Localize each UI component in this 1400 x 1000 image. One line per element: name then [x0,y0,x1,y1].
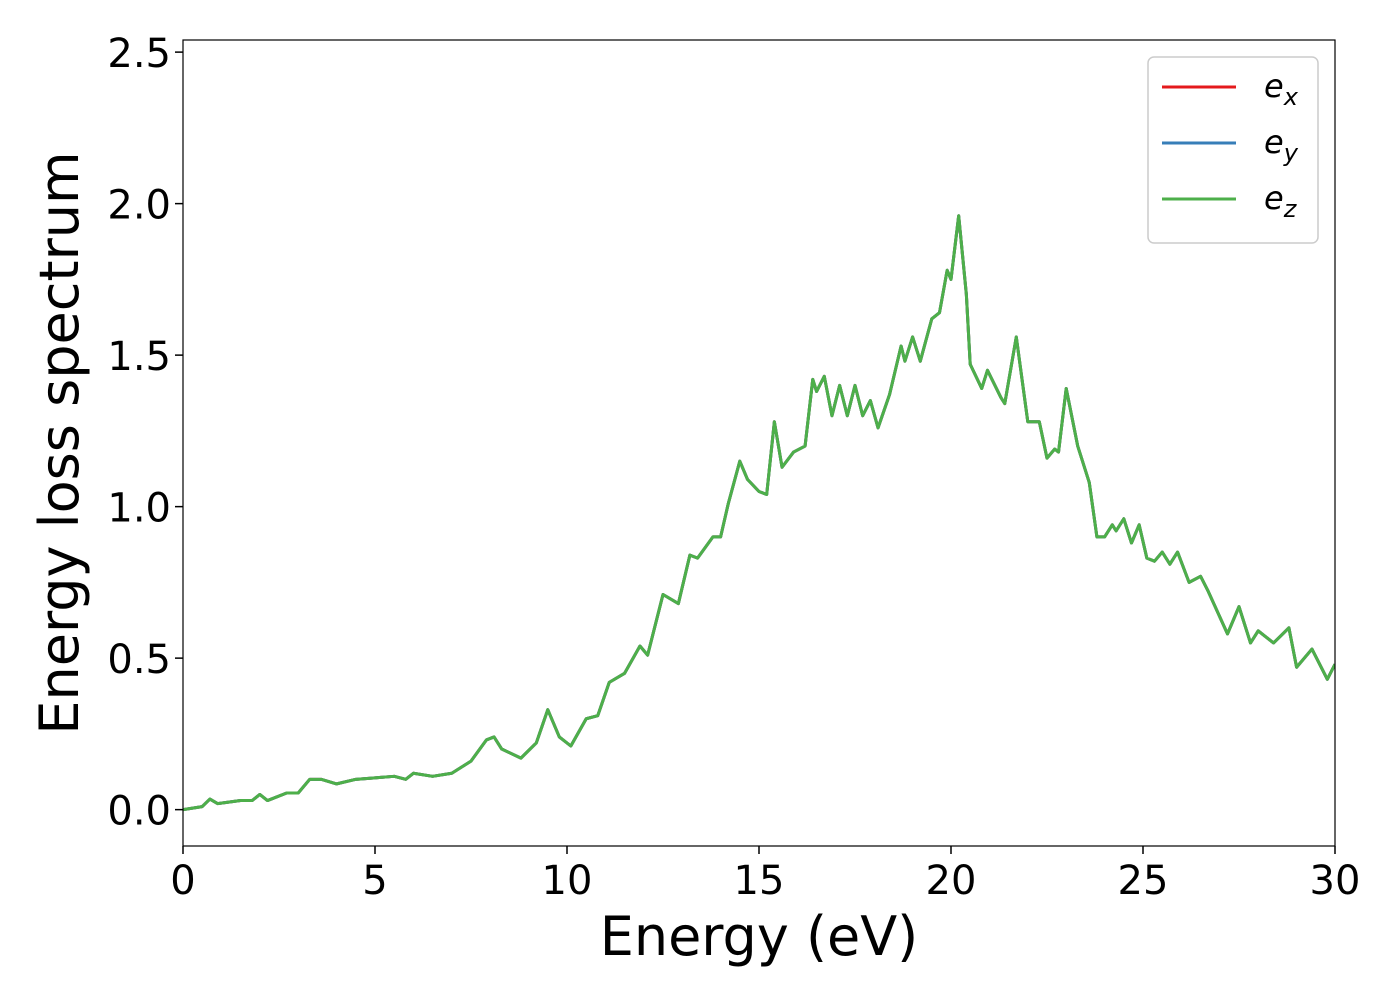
x-tick-label: 25 [1118,858,1169,904]
x-tick-label: 15 [734,858,785,904]
x-tick-label: 10 [542,858,593,904]
y-tick-label: 1.5 [107,334,171,380]
line-series [183,214,1335,812]
y-tick-label: 1.0 [107,486,171,532]
y-tick-label: 0.5 [107,637,171,683]
x-tick-label: 5 [362,858,387,904]
y-axis-label: Energy loss spectrum [28,151,91,734]
line-series [183,214,1335,812]
x-tick-label: 0 [170,858,195,904]
legend-label: ex [1264,67,1299,111]
x-axis-label: Energy (eV) [600,905,919,968]
line-series [183,214,1335,812]
legend-label: ez [1264,179,1298,223]
legend-label: ey [1264,123,1299,167]
y-tick-label: 0.0 [107,789,171,835]
y-tick-label: 2.5 [107,31,171,77]
plot-frame [182,39,1336,847]
x-tick-label: 20 [926,858,977,904]
x-tick-label: 30 [1310,858,1361,904]
legend-box [1147,56,1319,244]
y-tick-label: 2.0 [107,183,171,229]
